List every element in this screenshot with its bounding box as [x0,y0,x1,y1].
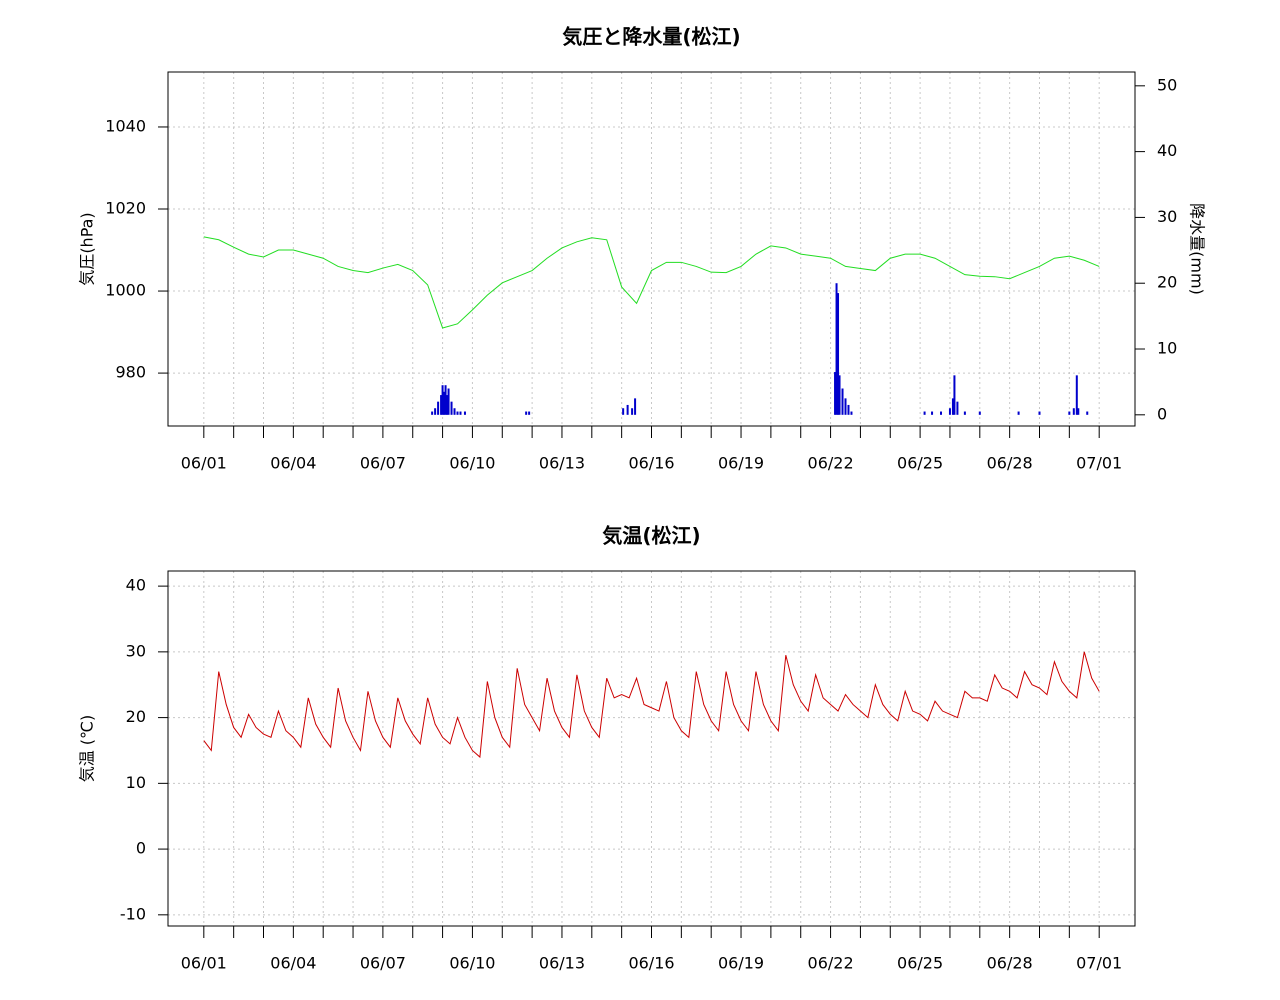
rain-bar [834,372,837,415]
x-tick-label: 06/13 [539,954,585,973]
x-tick-label: 06/25 [897,454,943,473]
x-tick-label: 06/07 [360,454,406,473]
rain-bar [437,401,440,415]
panel: 気圧と降水量(松江) 06/01 06/04 06/07 06/10 06/13 06/16… [78,25,1207,473]
x-tick-label: 06/16 [628,954,674,973]
rain-bar [956,401,959,415]
y2-tick-label: 50 [1157,75,1177,94]
y2-tick-label: 0 [1157,404,1167,423]
rain-bar [463,411,466,415]
rain-bar [440,395,443,415]
rain-bar [450,401,453,415]
panel: 気温(松江) 06/01 06/04 06/07 06/10 06/13 06/16 06/1… [78,524,1136,973]
rain-bar [525,411,528,415]
x-tick-label: 06/10 [449,454,495,473]
rain-bar [951,398,954,415]
y-tick-label: -10 [120,904,146,923]
x-tick-label: 06/25 [897,954,943,973]
y-axis-label: 気温 (℃) [78,715,97,783]
rain-bar [626,404,629,415]
plot-frame [167,71,1136,427]
x-tick-label: 07/01 [1076,954,1122,973]
y2-tick-label: 30 [1157,207,1177,226]
rain-bar [434,408,437,415]
rain-bar [931,411,934,415]
rain-bar [1038,411,1041,415]
rain-bar [844,398,847,415]
x-tick-label: 06/13 [539,454,585,473]
y-tick-label: 10 [126,773,146,792]
y-tick-label: 980 [115,363,146,382]
x-tick-label: 06/01 [181,954,227,973]
y-tick-label: 1020 [105,199,146,218]
rain-bar [528,411,531,415]
chart-title: 気温(松江) [602,524,700,548]
y-tick-label: 20 [126,707,146,726]
rain-bar [940,411,943,415]
plot-frame [167,570,1136,927]
rain-bar [446,395,449,415]
data-line [203,236,1100,329]
rain-bar [459,411,462,415]
rain-bar [444,385,447,415]
y-tick-label: 40 [126,576,146,595]
rain-bar [948,408,951,415]
x-tick-label: 06/04 [270,454,316,473]
x-tick-label: 06/04 [270,954,316,973]
rain-bar [622,408,625,415]
x-tick-label: 06/19 [718,954,764,973]
rain-bar [837,293,840,415]
rain-bar [838,375,841,415]
rain-bar [1075,375,1078,415]
rain-bar [631,408,634,415]
x-tick-label: 06/10 [449,954,495,973]
rain-bar [841,388,844,415]
x-tick-label: 06/16 [628,454,674,473]
chart-title: 気圧と降水量(松江) [562,25,740,49]
rain-bar [634,398,637,415]
y2-tick-label: 10 [1157,339,1177,358]
x-tick-label: 06/22 [808,454,854,473]
y-tick-label: 1040 [105,116,146,135]
rain-bar [835,283,838,415]
x-tick-label: 06/01 [181,454,227,473]
rain-bar [953,375,956,415]
y2-tick-label: 20 [1157,273,1177,292]
y-tick-label: 30 [126,641,146,660]
rain-bar [923,411,926,415]
x-tick-label: 06/19 [718,454,764,473]
x-tick-label: 07/01 [1076,454,1122,473]
rain-bar [1072,408,1075,415]
rain-bar [978,411,981,415]
rain-bar [963,411,966,415]
y-axis-label: 気圧(hPa) [78,212,97,285]
x-tick-label: 06/07 [360,954,406,973]
rain-bar [443,391,446,415]
rain-bar [456,411,459,415]
x-tick-label: 06/22 [808,954,854,973]
rain-bar [441,385,444,415]
rain-bar [431,411,434,415]
rain-bar [850,411,853,415]
x-tick-label: 06/28 [987,454,1033,473]
y2-axis-label: 降水量(mm) [1188,203,1207,295]
y2-tick-label: 40 [1157,141,1177,160]
rain-bar [447,388,450,415]
y-tick-label: 0 [136,839,146,858]
y-tick-label: 1000 [105,281,146,300]
rain-bar [1086,411,1089,415]
rain-bar [453,408,456,415]
rain-bar [1068,411,1071,415]
rain-bar [1017,411,1020,415]
data-line [203,651,1100,759]
rain-bar [847,404,850,415]
rain-bar [1077,408,1080,415]
x-tick-label: 06/28 [987,954,1033,973]
